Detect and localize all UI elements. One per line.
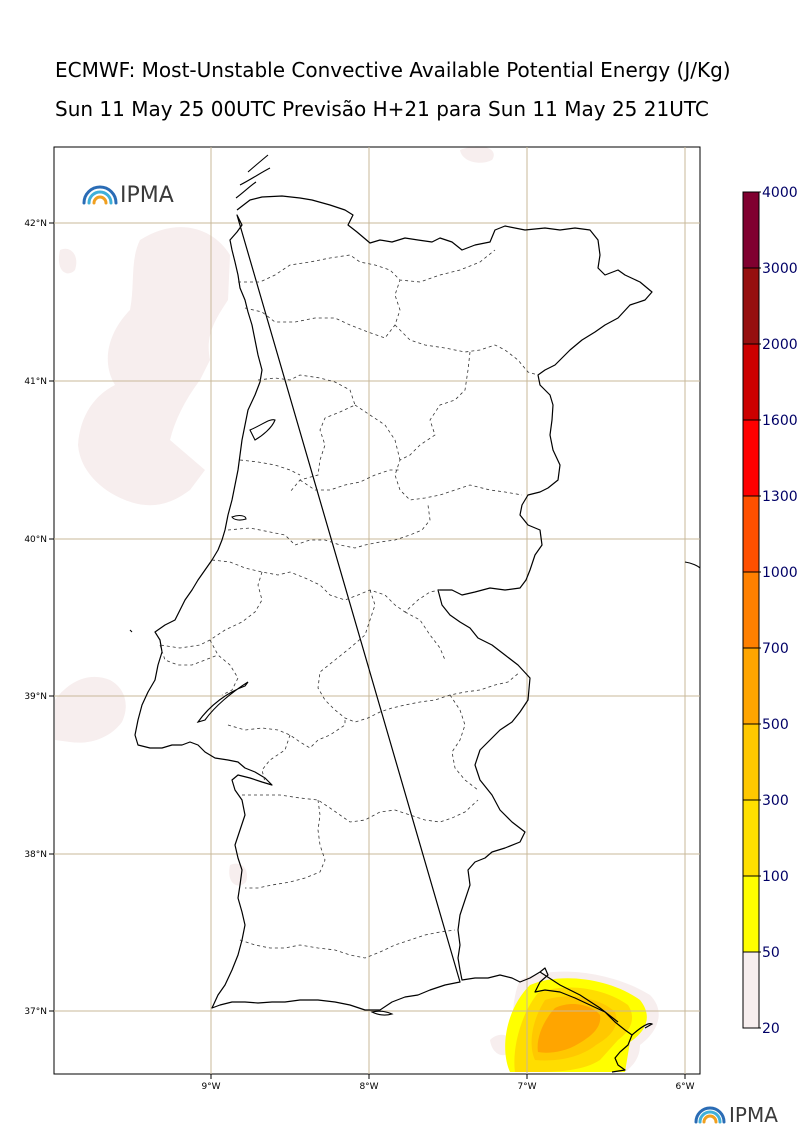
- colorbar-label-4000: 4000: [762, 185, 798, 201]
- colorbar-swatch-3000: [743, 192, 759, 268]
- colorbar: 20 50 100 300 500 700 1000 1300 1600 200…: [742, 185, 798, 1037]
- lat-label-40: 40°N: [24, 535, 47, 545]
- colorbar-label-20: 20: [762, 1021, 780, 1037]
- colorbar-swatch-100: [743, 800, 759, 876]
- cape-shading-500: [537, 1004, 601, 1053]
- colorbar-label-2000: 2000: [762, 337, 798, 353]
- spain-coastline: [539, 971, 654, 1036]
- lat-label-37: 37°N: [24, 1007, 47, 1017]
- ipma-footer-logo-text: IPMA: [729, 1103, 778, 1127]
- colorbar-swatch-1000: [743, 496, 759, 572]
- map-frame: [53, 146, 701, 1075]
- ipma-footer-logo: IPMA: [694, 1103, 778, 1127]
- colorbar-swatch-300: [743, 724, 759, 800]
- lat-label-41: 41°N: [24, 377, 47, 387]
- colorbar-swatch-700: [743, 572, 759, 648]
- colorbar-label-300: 300: [762, 793, 789, 809]
- portugal-coastline: [134, 195, 653, 1073]
- colorbar-label-1300: 1300: [762, 489, 798, 505]
- rainbow-arc-icon: [82, 185, 118, 205]
- colorbar-swatch-1600: [743, 344, 759, 420]
- colorbar-label-100: 100: [762, 869, 789, 885]
- lat-label-39: 39°N: [24, 692, 47, 702]
- chart-title: ECMWF: Most-Unstable Convective Availabl…: [55, 58, 731, 82]
- axis-ticks: [49, 222, 686, 1079]
- colorbar-swatch-20: [743, 952, 759, 1028]
- colorbar-swatch-50: [743, 876, 759, 952]
- colorbar-label-1000: 1000: [762, 565, 798, 581]
- colorbar-label-1600: 1600: [762, 413, 798, 429]
- cape-shading-low: [55, 146, 659, 1072]
- lon-label-6w: 6°W: [675, 1082, 694, 1092]
- district-boundaries: [159, 249, 539, 959]
- rainbow-arc-icon: [694, 1106, 726, 1124]
- colorbar-label-700: 700: [762, 641, 789, 657]
- ipma-logo: IPMA: [82, 183, 174, 208]
- lon-label-7w: 7°W: [517, 1082, 536, 1092]
- colorbar-label-50: 50: [762, 945, 780, 961]
- estuaries: [129, 154, 701, 1016]
- chart-subtitle: Sun 11 May 25 00UTC Previsão H+21 para S…: [55, 97, 709, 121]
- lat-label-42: 42°N: [24, 219, 47, 229]
- colorbar-swatch-2000: [743, 268, 759, 344]
- colorbar-swatch-1300: [743, 420, 759, 496]
- colorbar-label-3000: 3000: [762, 261, 798, 277]
- lon-label-8w: 8°W: [359, 1082, 378, 1092]
- colorbar-label-500: 500: [762, 717, 789, 733]
- ipma-logo-text: IPMA: [120, 183, 174, 208]
- lat-label-38: 38°N: [24, 850, 47, 860]
- lon-label-9w: 9°W: [201, 1082, 220, 1092]
- colorbar-swatch-500: [743, 648, 759, 724]
